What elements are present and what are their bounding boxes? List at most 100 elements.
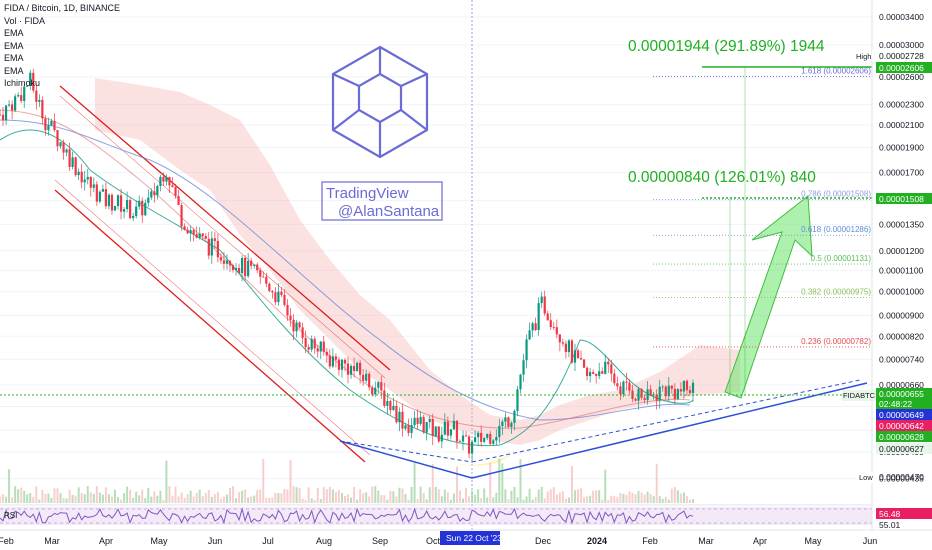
volume-bar bbox=[570, 466, 573, 503]
candle-body bbox=[540, 296, 543, 304]
volume-bar bbox=[8, 469, 11, 503]
candle-body bbox=[11, 104, 14, 111]
volume-bar bbox=[359, 489, 362, 503]
candle-body bbox=[371, 387, 374, 395]
candle-body bbox=[110, 194, 114, 211]
candle-body bbox=[237, 267, 241, 274]
volume-bar bbox=[129, 489, 132, 503]
candle-body bbox=[216, 240, 219, 258]
candle-body bbox=[607, 361, 610, 365]
candle-body bbox=[655, 394, 658, 401]
volume-bar bbox=[189, 490, 192, 503]
candle-body bbox=[352, 365, 356, 371]
volume-bar bbox=[595, 490, 598, 503]
candle-body bbox=[80, 171, 83, 183]
legend-ema-2[interactable]: EMA bbox=[4, 40, 24, 51]
volume-bar bbox=[549, 489, 552, 503]
candle-body bbox=[186, 229, 189, 234]
volume-bar bbox=[71, 494, 74, 503]
volume-bar bbox=[47, 493, 50, 503]
candle-body bbox=[592, 372, 595, 374]
volume-bar bbox=[474, 494, 477, 503]
volume-bar bbox=[356, 499, 359, 503]
y-tick-label: 0.00001700 bbox=[879, 168, 924, 178]
volume-bar bbox=[377, 490, 380, 503]
candle-body bbox=[452, 420, 456, 430]
candle-body bbox=[407, 425, 410, 433]
time-axis[interactable]: Feb Mar Apr May Jun Jul Aug Sep Oct Dec 2024 Feb Mar… bbox=[0, 529, 932, 550]
volume-bar bbox=[573, 490, 576, 503]
volume-bar bbox=[280, 493, 283, 503]
candle-body bbox=[401, 411, 404, 429]
candle-body bbox=[307, 347, 310, 350]
volume-bar bbox=[268, 497, 271, 503]
volume-bar bbox=[141, 489, 144, 503]
legend-symbol[interactable]: FIDA / Bitcoin, 1D, BINANCE bbox=[4, 3, 121, 13]
y-tick-label: 0.00001200 bbox=[879, 246, 924, 256]
volume-bar bbox=[219, 498, 222, 503]
candle-body bbox=[528, 330, 531, 340]
volume-bar bbox=[492, 497, 495, 503]
volume-bar bbox=[431, 464, 434, 503]
x-tick-label: Apr bbox=[99, 536, 113, 546]
volume-bar bbox=[410, 486, 413, 503]
volume-bar bbox=[552, 487, 555, 503]
volume-bar bbox=[501, 463, 504, 503]
candle-body bbox=[564, 343, 567, 353]
volume-bar bbox=[29, 493, 32, 503]
candle-body bbox=[177, 196, 180, 206]
candle-body bbox=[501, 421, 504, 427]
volume-bar bbox=[59, 493, 62, 503]
candle-body bbox=[561, 342, 564, 344]
volume-bar bbox=[292, 486, 295, 503]
candle-body bbox=[180, 205, 183, 227]
volume-bar bbox=[286, 489, 289, 503]
volume-bar bbox=[389, 490, 392, 503]
legend-ema-4[interactable]: EMA bbox=[4, 65, 24, 76]
volume-bar bbox=[17, 489, 20, 503]
volume-bar bbox=[186, 494, 189, 503]
x-tick-label: Apr bbox=[753, 536, 767, 546]
volume-bar bbox=[440, 496, 443, 503]
volume-bar bbox=[380, 495, 383, 503]
volume-bar bbox=[368, 496, 371, 503]
candle-body bbox=[359, 362, 362, 375]
candle-body bbox=[661, 386, 664, 388]
volume-bar bbox=[101, 494, 104, 503]
candle-body bbox=[392, 405, 395, 411]
candle-body bbox=[443, 421, 446, 435]
legend-ema-1[interactable]: EMA bbox=[4, 28, 24, 38]
candle-body bbox=[516, 389, 519, 411]
legend-volume[interactable]: Vol · FIDA bbox=[4, 15, 46, 26]
volume-bar bbox=[480, 498, 483, 503]
volume-bar bbox=[649, 493, 652, 503]
volume-bar bbox=[634, 494, 637, 503]
candle-body bbox=[7, 104, 11, 106]
candle-body bbox=[107, 194, 111, 207]
volume-bar bbox=[5, 496, 8, 503]
volume-bar bbox=[165, 460, 168, 503]
volume-bar bbox=[401, 488, 404, 503]
candle-body bbox=[395, 405, 398, 423]
volume-bar bbox=[53, 488, 56, 503]
candle-body bbox=[649, 389, 652, 396]
candle-body bbox=[119, 195, 123, 212]
volume-bar bbox=[168, 486, 171, 503]
candle-body bbox=[35, 90, 38, 102]
candle-body bbox=[552, 327, 555, 328]
candle-body bbox=[156, 185, 159, 196]
watermark-line1: TradingView bbox=[326, 185, 409, 202]
volume-bar bbox=[365, 492, 368, 503]
candle-body bbox=[240, 257, 244, 274]
legend-ichimoku[interactable]: Ichimoku bbox=[4, 78, 41, 88]
volume-bar bbox=[407, 499, 410, 503]
volume-bar bbox=[613, 496, 616, 503]
volume-bar bbox=[2, 494, 5, 503]
volume-bar bbox=[495, 492, 498, 503]
volume-bar bbox=[679, 493, 682, 503]
volume-bar bbox=[504, 489, 507, 503]
legend-ema-3[interactable]: EMA bbox=[4, 53, 24, 63]
chart-legend: FIDA / Bitcoin, 1D, BINANCE Vol · FIDA E… bbox=[4, 2, 120, 90]
volume-bar bbox=[120, 499, 123, 503]
